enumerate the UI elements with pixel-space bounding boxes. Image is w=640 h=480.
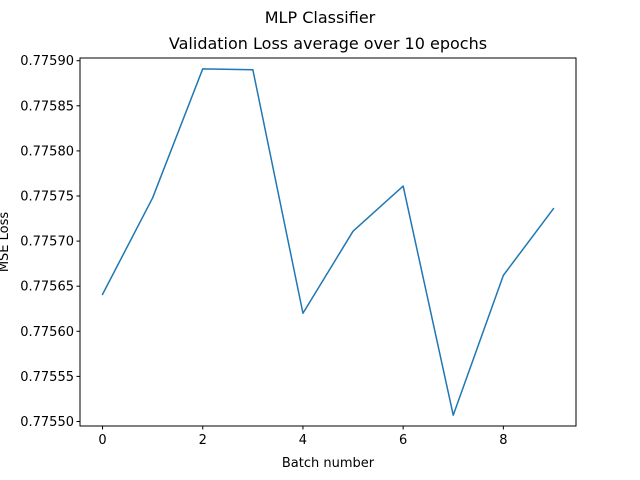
plot-area [80, 58, 576, 426]
y-axis-label: MSE Loss [0, 212, 12, 273]
series-layer [101, 68, 555, 416]
series-line [101, 68, 555, 416]
y-tick-label: 0.77590 [20, 54, 74, 69]
x-tick-label: 0 [98, 433, 106, 448]
x-tick-label: 2 [199, 433, 207, 448]
x-axis-ticks: 0 2 4 6 8 [98, 426, 507, 448]
x-tick-label: 8 [499, 433, 507, 448]
x-axis-label: Batch number [282, 456, 375, 471]
y-tick-label: 0.77550 [20, 415, 74, 430]
chart-title: Validation Loss average over 10 epochs [169, 34, 487, 53]
x-tick-label: 4 [299, 433, 307, 448]
x-tick-label: 6 [399, 433, 407, 448]
chart-suptitle: MLP Classifier [265, 8, 376, 27]
y-tick-label: 0.77580 [20, 144, 74, 159]
y-axis-ticks: 0.77550 0.77555 0.77560 0.77565 0.77570 0.775… [20, 54, 80, 430]
y-tick-label: 0.77560 [20, 325, 74, 340]
y-tick-label: 0.77555 [20, 370, 74, 385]
y-tick-label: 0.77585 [20, 99, 74, 114]
y-tick-label: 0.77570 [20, 235, 74, 250]
plot-frame [79, 57, 577, 427]
y-tick-label: 0.77575 [20, 190, 74, 205]
y-tick-label: 0.77565 [20, 280, 74, 295]
